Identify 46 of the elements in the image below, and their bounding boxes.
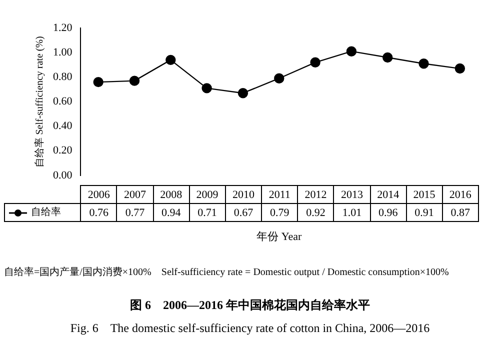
x-tick-label: 2014 <box>370 185 407 204</box>
legend-label: 自给率 <box>31 206 61 220</box>
x-tick-label: 2010 <box>224 185 262 204</box>
data-label: 0.94 <box>152 203 190 222</box>
point <box>346 46 357 56</box>
x-tick-label: 2011 <box>261 185 298 204</box>
y-tick-label: 1.20 <box>53 22 73 34</box>
point <box>238 88 248 98</box>
data-label: 1.01 <box>333 203 371 222</box>
x-tick-label: 2015 <box>406 185 443 204</box>
point <box>129 76 140 86</box>
data-label: 0.96 <box>370 203 407 222</box>
x-tick-label: 2008 <box>152 185 190 204</box>
y-axis-title: 自给率 Self-sufficiency rate (%) <box>34 36 46 168</box>
data-label: 0.91 <box>406 203 443 222</box>
point <box>202 83 212 94</box>
y-tick-label: 0.20 <box>53 144 73 157</box>
point <box>166 54 176 66</box>
point <box>310 57 320 68</box>
x-tick-label: 2009 <box>188 185 226 204</box>
x-tick-label: 2012 <box>297 185 334 204</box>
point <box>418 58 429 69</box>
y-tick-label: 0.40 <box>53 120 73 132</box>
y-tick-label: 1.00 <box>53 46 73 58</box>
data-label: 0.76 <box>80 203 118 222</box>
caption: 图 6 2006—2016 年中国棉花国内自给率水平 <box>129 297 371 314</box>
point <box>454 63 466 74</box>
data-label: 0.79 <box>261 203 298 222</box>
x-axis-title: 年份 Year <box>256 230 303 244</box>
point <box>382 52 393 63</box>
y-tick-label: 0.80 <box>53 71 73 84</box>
x-tick-label: 2006 <box>80 185 118 204</box>
data-label: 0.77 <box>116 203 154 222</box>
point <box>93 76 104 88</box>
x-tick-label: 2013 <box>333 185 371 204</box>
x-tick-label: 2007 <box>116 185 154 204</box>
y-tick-label: 0.00 <box>53 169 73 182</box>
text: 自给率=国内产量/国内消费×100% Self-sufficiency rate = Domestic output / Domestic consumption×100% <box>4 266 450 279</box>
y-tick-label: 0.60 <box>53 96 73 108</box>
caption: Fig. 6 The domestic self-sufficiency rate of cotton in China, 2006—2016 <box>69 320 431 337</box>
data-label: 0.71 <box>188 203 226 222</box>
x-tick-label: 2016 <box>442 185 479 204</box>
data-label: 0.92 <box>297 203 334 222</box>
data-label: 0.87 <box>442 203 479 222</box>
point <box>274 73 284 84</box>
data-label: 0.67 <box>224 203 262 222</box>
